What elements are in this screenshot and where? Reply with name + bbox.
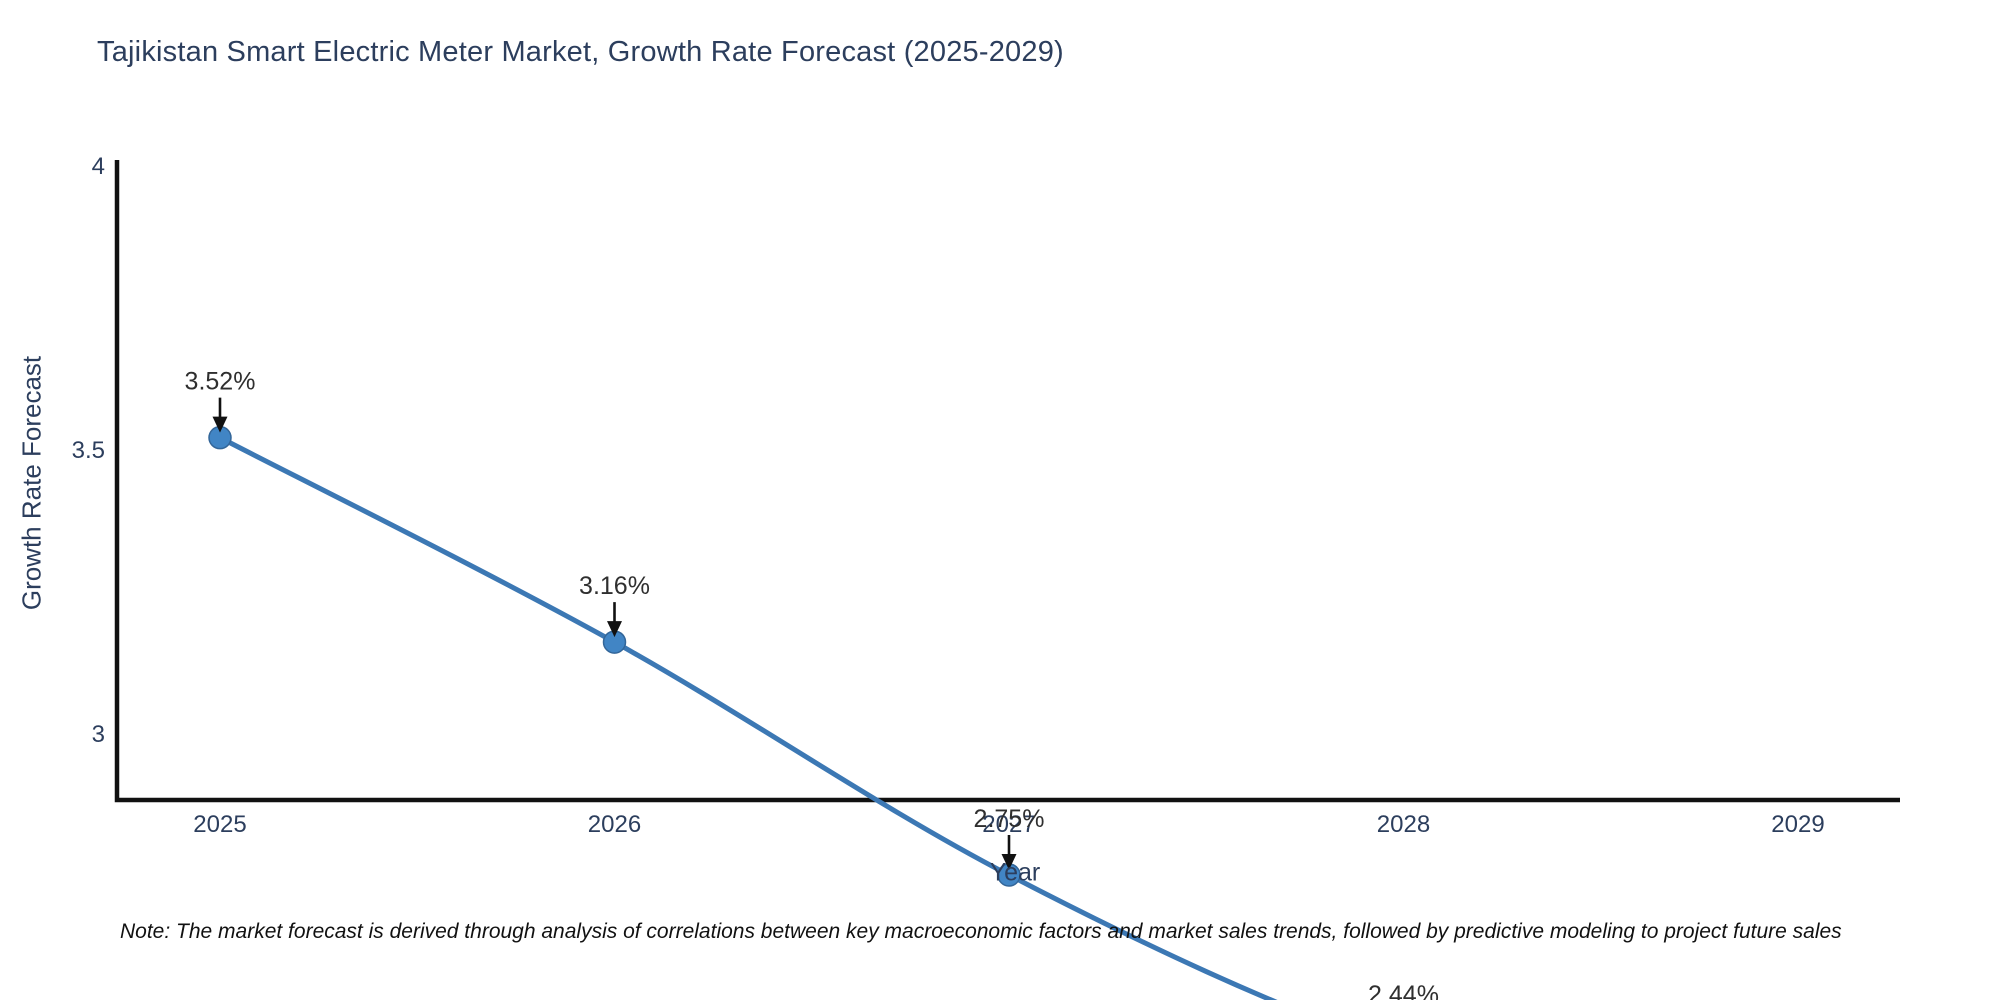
annotation-arrow-head — [1001, 854, 1017, 870]
y-tick-label: 3 — [92, 721, 105, 748]
forecast-line — [217, 435, 1278, 1000]
data-label: 2.44% — [1368, 981, 1439, 1000]
data-label: 2.75% — [974, 805, 1045, 833]
y-tick-label: 3.5 — [72, 437, 105, 464]
x-axis-title: Year — [989, 858, 1041, 887]
x-tick-label: 2026 — [588, 811, 641, 838]
x-tick-label: 2028 — [1377, 811, 1430, 838]
x-tick-label: 2029 — [1771, 811, 1824, 838]
data-label: 3.52% — [185, 368, 256, 396]
x-tick-label: 2027 — [982, 811, 1035, 838]
x-tick-label: 2025 — [193, 811, 246, 838]
axis-lines — [114, 160, 1900, 803]
footnote: Note: The market forecast is derived thr… — [120, 920, 1842, 943]
y-tick-label: 4 — [92, 153, 105, 180]
annotation-arrow-head — [607, 621, 622, 638]
annotation-arrow-head — [212, 416, 228, 433]
data-label: 3.16% — [579, 572, 650, 600]
chart-title: Tajikistan Smart Electric Meter Market, … — [97, 36, 1064, 68]
